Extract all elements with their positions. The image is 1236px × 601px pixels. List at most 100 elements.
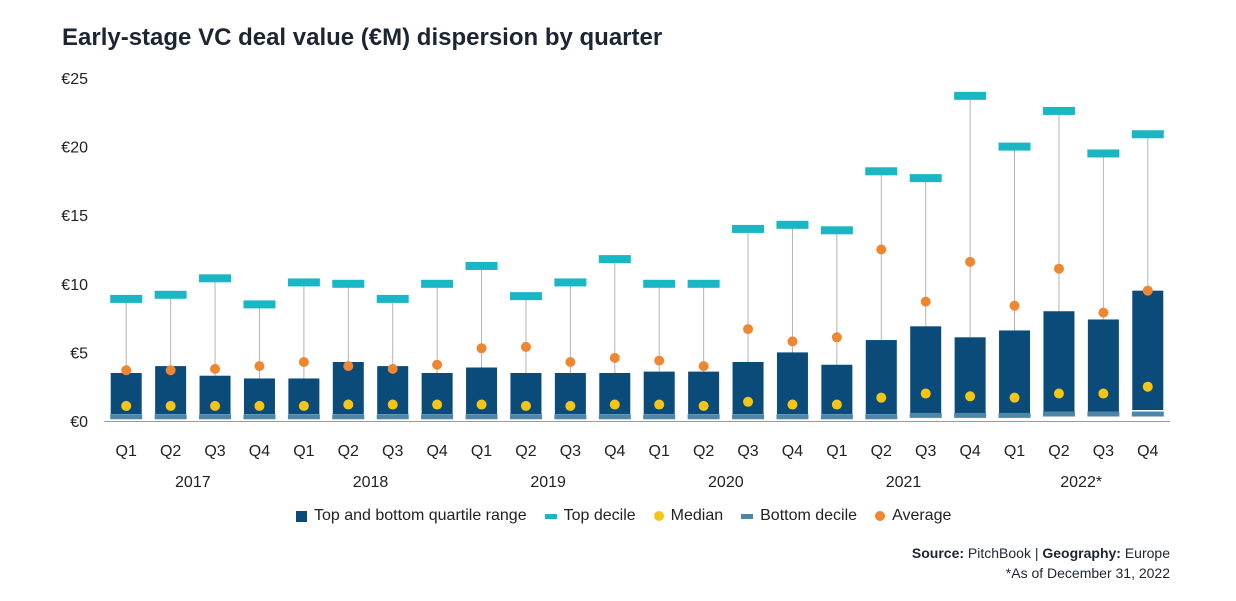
top-decile-mark [154,290,187,299]
top-decile-mark [243,300,276,309]
x-tick-label: Q1 [116,443,137,460]
average-point [743,324,754,335]
bottom-decile-mark [421,414,454,420]
median-point [1098,388,1109,399]
average-point [1098,307,1109,318]
median-point [609,399,620,410]
median-point [698,400,709,411]
top-decile-mark [1131,130,1164,139]
year-label: 2022* [1060,474,1102,491]
bottom-decile-mark [998,412,1031,418]
legend-label-quartile: Top and bottom quartile range [314,507,527,524]
top-decile-mark [643,279,676,288]
bottom-decile-mark [554,414,587,420]
bottom-decile-mark [1087,411,1120,417]
top-decile-mark [199,274,232,283]
bottom-decile-mark [909,412,942,418]
legend-label-top-decile: Top decile [563,507,636,524]
chart-title: Early-stage VC deal value (€M) dispersio… [62,24,663,51]
y-tick-label: €10 [61,277,88,294]
y-tick-label: €20 [61,140,88,157]
top-decile-mark [1042,106,1075,115]
top-decile-mark [287,278,320,287]
average-point [876,244,887,255]
top-decile-mark [820,226,853,235]
bottom-decile-mark [687,414,720,420]
quartile-bar [865,340,897,415]
source-label: Source: [911,545,965,561]
y-tick-label: €0 [70,414,88,431]
year-label: 2017 [175,474,211,491]
x-tick-label: Q3 [1093,443,1114,460]
bottom-decile-mark [1042,411,1075,417]
x-tick-label: Q4 [959,443,980,460]
median-point [520,400,531,411]
x-tick-label: Q3 [915,443,936,460]
median-point [254,400,265,411]
top-decile-mark [554,278,587,287]
source-line: Source: PitchBook | Geography: Europe [912,545,1170,561]
bottom-decile-mark [598,414,631,420]
top-decile-mark [598,255,631,264]
median-point [876,392,887,403]
median-point [1142,381,1153,392]
bottom-decile-mark [776,414,809,420]
median-point [920,388,931,399]
top-decile-mark [954,91,987,100]
median-point [343,399,354,410]
bottom-decile-mark [154,414,187,420]
median-point [476,399,487,410]
average-point [298,357,309,368]
quartile-bar [1132,290,1164,411]
average-point [1142,285,1153,296]
average-point [210,363,221,374]
bottom-decile-mark [465,414,498,420]
y-tick-label: €5 [70,345,88,362]
bottom-decile-mark [243,414,276,420]
average-point [121,365,132,376]
x-tick-label: Q4 [249,443,270,460]
legend-item-average: Average [875,507,951,525]
top-decile-mark [110,294,143,303]
x-tick-label: Q3 [737,443,758,460]
bottom-decile-mark [332,414,365,420]
bottom-decile-mark [199,414,232,420]
average-point [476,343,487,354]
x-tick-label: Q1 [293,443,314,460]
bottom-decile-mark [732,414,765,420]
x-tick-label: Q4 [426,443,447,460]
legend: Top and bottom quartile range Top decile… [296,507,951,525]
year-label: 2018 [353,474,389,491]
legend-item-bottom-decile: Bottom decile [741,507,857,525]
top-decile-mark [998,142,1031,151]
bottom-decile-mark [287,414,320,420]
year-label: 2019 [530,474,566,491]
average-point [520,341,531,352]
x-tick-label: Q2 [693,443,714,460]
x-tick-label: Q1 [1004,443,1025,460]
top-decile-mark [1087,149,1120,158]
x-tick-label: Q4 [1137,443,1158,460]
median-point [165,400,176,411]
legend-swatch-top-decile [544,513,557,519]
bottom-decile-mark [376,414,409,420]
x-tick-label: Q2 [338,443,359,460]
average-point [1053,263,1064,274]
quartile-bar [1087,319,1119,413]
top-decile-mark [776,220,809,229]
legend-item-median: Median [653,507,723,525]
chart-canvas: €0 €5 €10 €15 €20 €25 Q1 Q2 Q3 Q4 Q1 Q2 Q3 Q4 Q1 Q2 Q3 Q4… [61,71,1170,491]
median-point [565,400,576,411]
median-point [432,399,443,410]
footnote: *As of December 31, 2022 [1005,565,1170,581]
x-tick-label: Q1 [826,443,847,460]
bottom-decile-mark [509,414,542,420]
top-decile-mark [465,261,498,270]
median-point [743,396,754,407]
average-point [565,357,576,368]
x-tick-label: Q4 [782,443,803,460]
legend-swatch-bottom-decile [741,513,754,519]
bottom-decile-mark [865,414,898,420]
source-separator: | [1034,545,1039,561]
x-tick-label: Q1 [471,443,492,460]
